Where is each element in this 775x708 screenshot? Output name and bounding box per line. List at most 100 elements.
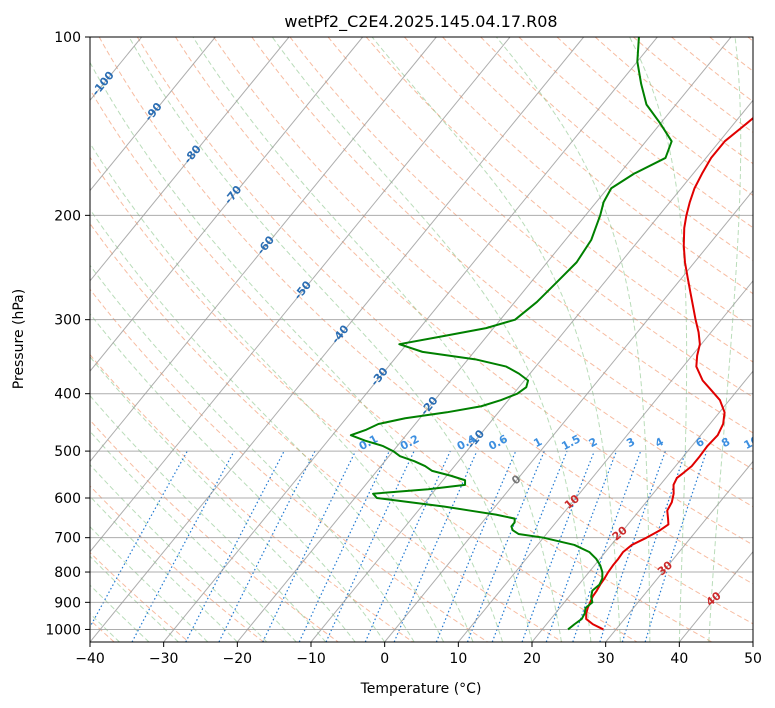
mixing-ratio-line	[491, 450, 568, 642]
y-tick-label: 300	[54, 313, 81, 329]
x-tick-label: 50	[744, 651, 762, 667]
isotherm-gridline	[605, 460, 753, 642]
dry-adiabat-line	[327, 37, 753, 398]
isotherm-gridline	[678, 550, 753, 642]
dry-adiabat-line	[90, 485, 264, 642]
mixing-ratio-label: 8	[719, 435, 732, 450]
mixing-ratio-label: 13	[771, 433, 775, 452]
mixing-ratio-label: 3	[624, 435, 637, 450]
y-tick-label: 400	[54, 387, 81, 403]
dry-adiabat-line	[136, 37, 753, 585]
mixing-ratio-line	[435, 450, 517, 642]
isotherm-gridline	[384, 189, 753, 642]
temperature-profile-line	[585, 116, 753, 631]
axis-ticks: −40 −30 −20 −10 0 10 20 30 40 5010020030040050060…	[45, 30, 762, 667]
moist-adiabat-line	[708, 37, 742, 642]
moist-adiabat-line	[90, 142, 474, 642]
isotherm-gridline	[90, 37, 585, 642]
dry-adiabat-line	[633, 37, 753, 133]
mixing-ratio-line	[466, 450, 545, 642]
mixing-ratio-line	[262, 450, 357, 642]
profile-lines	[349, 37, 753, 631]
x-tick-label: 40	[670, 651, 688, 667]
x-axis-label: Temperature (°C)	[360, 681, 482, 697]
y-tick-label: 800	[54, 565, 81, 581]
dry-adiabat-line	[175, 37, 753, 546]
moist-adiabat-line	[90, 313, 386, 642]
y-tick-label: 1000	[45, 622, 81, 638]
chart-title: wetPf2_C2E4.2025.145.04.17.R08	[284, 12, 557, 32]
dry-adiabat-line	[98, 37, 753, 625]
mixing-ratio-line	[599, 450, 666, 642]
dry-adiabat-line	[90, 222, 563, 642]
isotherm-gridline	[90, 37, 364, 372]
mixing-ratio-label: 0.6	[486, 432, 510, 453]
background-lines	[90, 37, 753, 642]
dry-adiabat-line	[442, 37, 753, 295]
moist-adiabat-line	[271, 37, 592, 642]
x-tick-label: 20	[523, 651, 541, 667]
mixing-ratio-line	[131, 450, 235, 642]
dry-adiabat-line	[556, 37, 753, 197]
dry-adiabat-line	[671, 37, 753, 103]
dry-adiabat-label: 30	[655, 558, 675, 578]
mixing-ratio-line	[90, 450, 188, 629]
isotherm-gridline	[163, 37, 658, 642]
plot-frame	[89, 36, 754, 643]
dry-adiabat-line	[90, 353, 414, 642]
x-tick-label: −10	[296, 651, 326, 667]
y-tick-label: 700	[54, 531, 81, 547]
moist-adiabat-line	[495, 37, 651, 642]
moist-adiabat-line	[90, 264, 415, 642]
moist-adiabat-line	[90, 208, 445, 642]
y-tick-label: 600	[54, 491, 81, 507]
isotherm-gridline	[90, 37, 437, 463]
dry-adiabat-label: 40	[704, 589, 724, 609]
mixing-ratio-line	[298, 450, 390, 642]
x-tick-label: −40	[75, 651, 105, 667]
mixing-ratio-line	[364, 450, 451, 642]
moist-adiabat-line	[90, 356, 356, 642]
mixing-ratio-line	[521, 450, 595, 642]
isotherm-gridline	[752, 641, 753, 642]
dry-adiabat-line	[365, 37, 753, 363]
moist-adiabat-line	[192, 37, 562, 642]
mixing-ratio-label: 6	[694, 435, 707, 450]
x-tick-label: −30	[149, 651, 179, 667]
moist-adiabat-line	[90, 61, 504, 642]
mixing-ratio-line	[545, 450, 618, 642]
dry-adiabat-line	[289, 37, 753, 434]
mixing-ratio-label: 10	[742, 433, 762, 452]
isotherm-gridline	[457, 280, 753, 642]
x-tick-label: 30	[597, 651, 615, 667]
dewpoint-profile-line	[349, 37, 673, 631]
y-tick-label: 200	[54, 208, 81, 224]
dry-adiabat-label: 10	[562, 492, 582, 512]
moist-adiabat-line	[90, 526, 209, 642]
moist-adiabat-line	[629, 37, 688, 642]
mixing-ratio-line	[218, 450, 316, 642]
moist-adiabat-line	[90, 464, 268, 642]
x-tick-label: −20	[223, 651, 253, 667]
dry-adiabat-line	[747, 37, 753, 42]
y-tick-label: 100	[54, 30, 81, 46]
y-tick-label: 500	[54, 444, 81, 460]
moist-adiabat-line	[90, 430, 297, 642]
dry-adiabat-line	[480, 37, 753, 261]
dry-adiabat-line	[90, 88, 712, 642]
moist-adiabat-line	[90, 394, 327, 642]
dry-adiabat-line	[90, 551, 190, 642]
moist-adiabat-line	[90, 555, 179, 642]
dry-adiabat-line	[90, 288, 488, 642]
x-tick-label: 0	[380, 651, 389, 667]
dry-adiabat-line	[594, 37, 753, 165]
dry-adiabat-line	[90, 156, 638, 642]
isotherm-gridline	[90, 37, 290, 282]
mixing-ratio-label: 4	[653, 435, 666, 450]
isotherm-gridline	[90, 37, 511, 553]
moist-adiabat-line	[128, 37, 533, 642]
mixing-ratio-line	[621, 450, 687, 642]
dry-adiabat-line	[90, 419, 339, 642]
mixing-ratio-line	[644, 450, 708, 642]
